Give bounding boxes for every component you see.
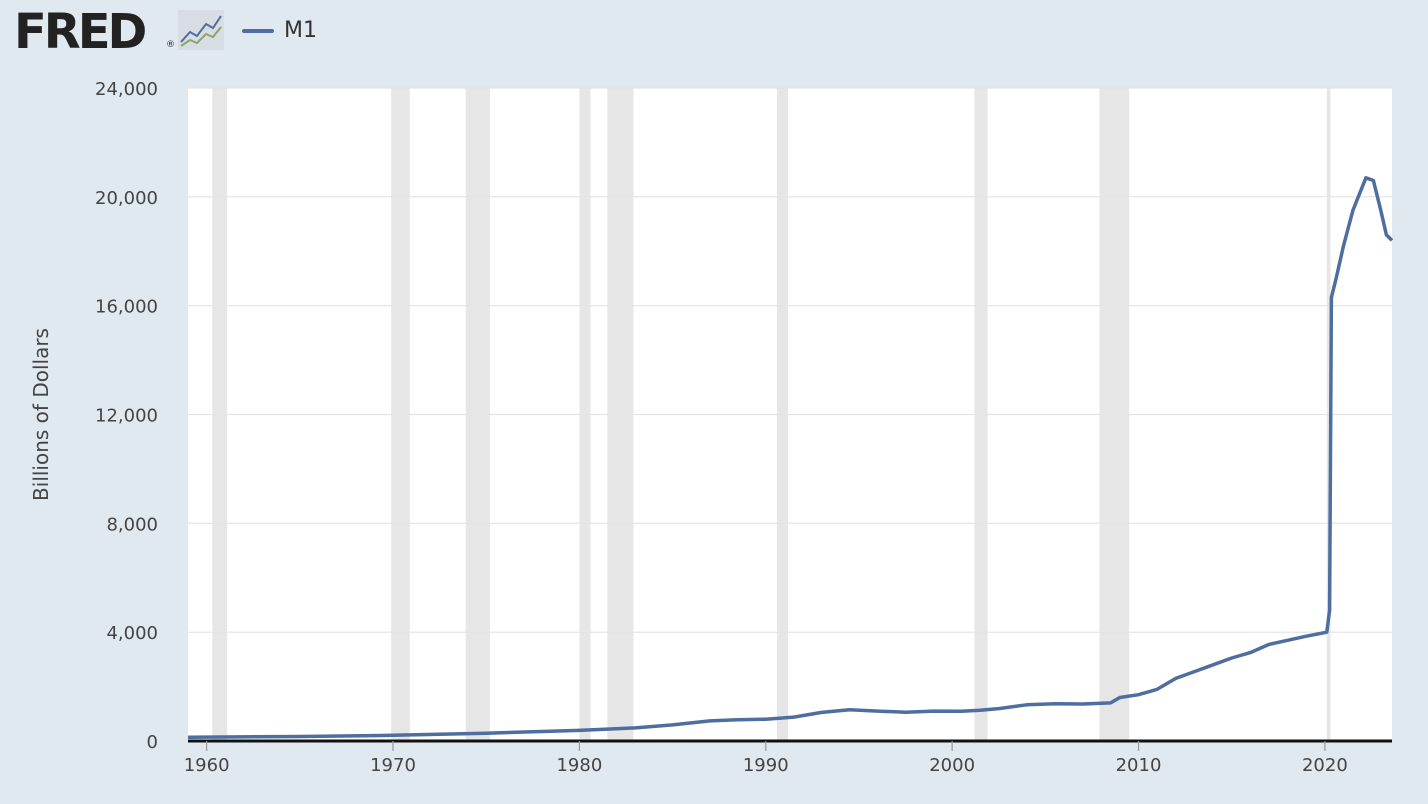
- legend-label-m1: M1: [284, 18, 317, 43]
- y-tick-label: 0: [147, 732, 158, 753]
- x-tick-label: 1970: [370, 755, 416, 776]
- y-tick-label: 12,000: [95, 406, 158, 427]
- x-tick-label: 1990: [743, 755, 789, 776]
- registered-mark: ®: [166, 40, 175, 50]
- fred-graph-icon: [178, 10, 224, 50]
- x-tick-label: 2000: [929, 755, 975, 776]
- chart-header: FRED ® M1: [0, 0, 1428, 80]
- x-tick-label: 2020: [1302, 755, 1348, 776]
- y-tick-label: 16,000: [95, 297, 158, 318]
- y-tick-label: 20,000: [95, 188, 158, 209]
- y-axis-label: Billions of Dollars: [29, 328, 53, 501]
- x-tick-label: 2010: [1116, 755, 1162, 776]
- y-tick-label: 24,000: [95, 79, 158, 100]
- x-tick-label: 1960: [184, 755, 230, 776]
- fred-logo[interactable]: FRED: [14, 4, 147, 60]
- y-tick-label: 4,000: [106, 623, 158, 644]
- y-tick-label: 8,000: [106, 514, 158, 535]
- x-tick-label: 1980: [556, 755, 602, 776]
- legend-swatch-m1: [242, 29, 274, 33]
- series-line-m1: [187, 176, 1394, 739]
